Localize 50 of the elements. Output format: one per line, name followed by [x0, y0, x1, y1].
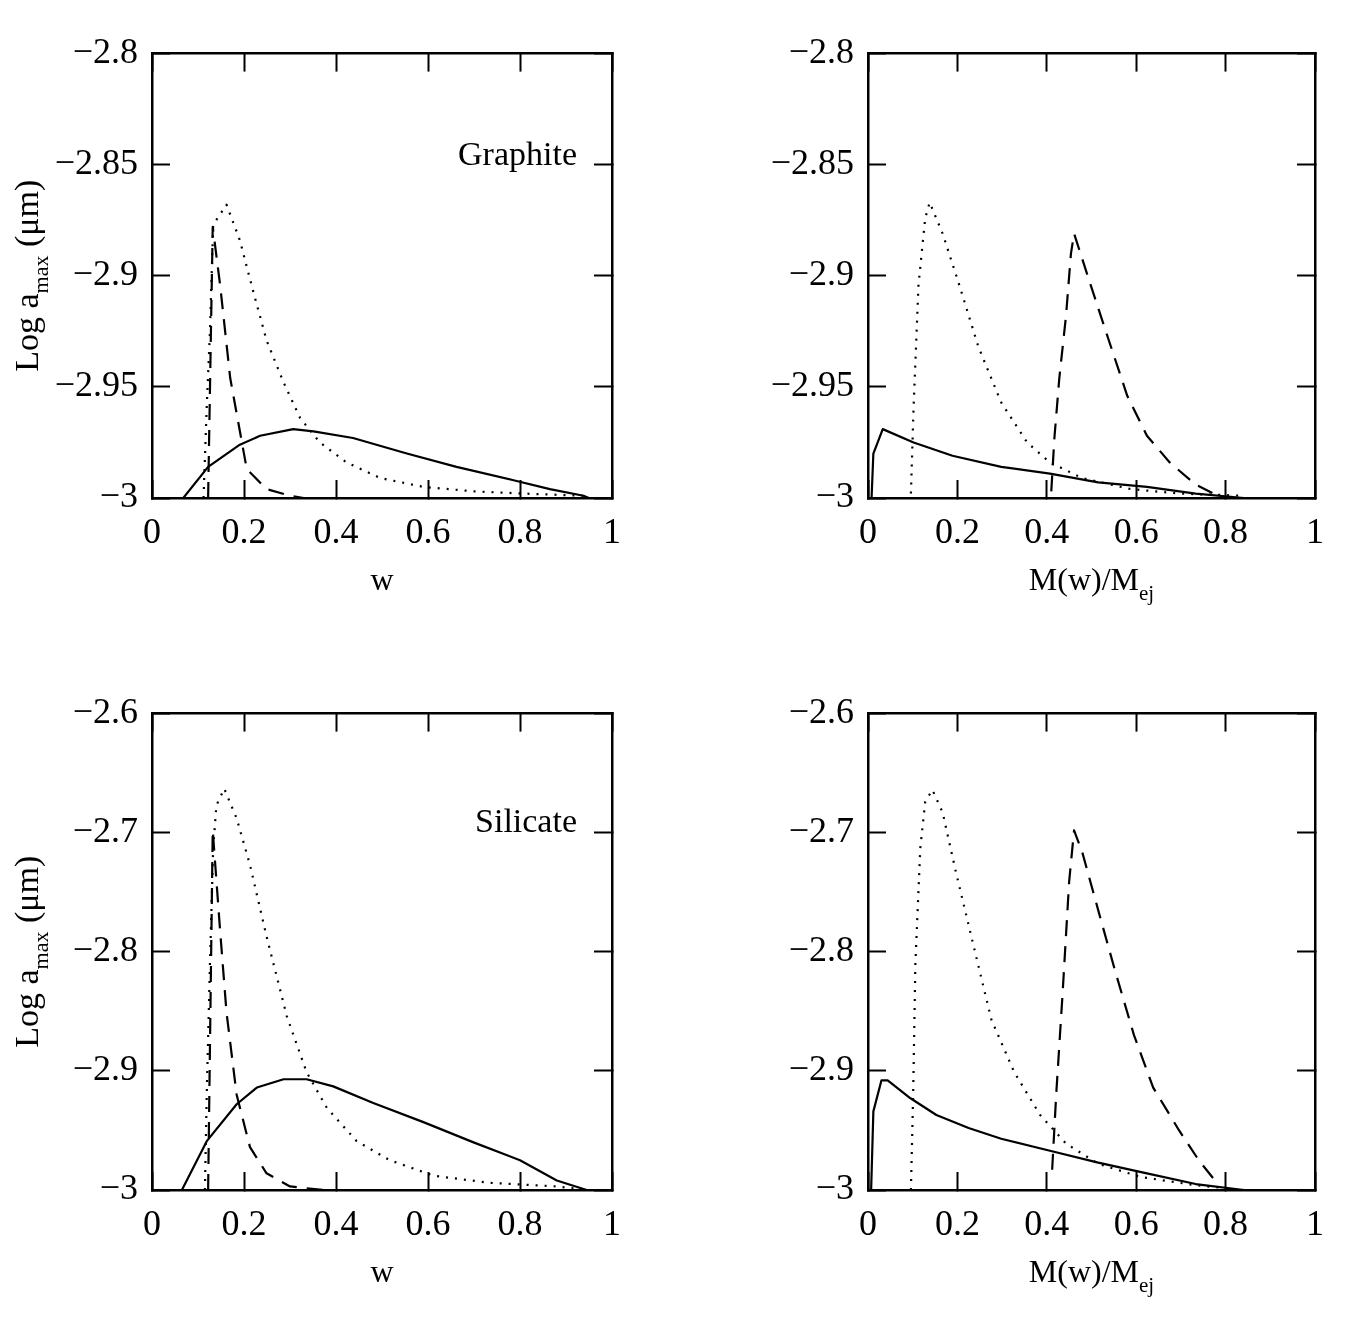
- y-tick-label: −2.85: [54, 142, 138, 183]
- y-tick-label: −2.85: [770, 142, 854, 183]
- x-tick-label: 0.2: [221, 511, 267, 552]
- y-tick-label: −2.9: [788, 253, 854, 294]
- x-tick-label: 0.4: [313, 511, 359, 552]
- y-tick-label: −2.8: [788, 929, 854, 970]
- y-tick-label: −2.95: [54, 364, 138, 405]
- x-tick-label: 0.4: [1024, 1203, 1070, 1244]
- x-tick-label: 1: [603, 1203, 621, 1244]
- x-tick-label: 0.2: [221, 1203, 267, 1244]
- annotation: Graphite: [458, 134, 577, 172]
- x-tick-label: 1: [1306, 1203, 1324, 1244]
- x-tick-label: 1: [1306, 511, 1324, 552]
- y-tick-label: −2.7: [788, 810, 854, 851]
- y-tick-label: −2.6: [788, 691, 854, 732]
- y-tick-label: −2.9: [72, 253, 138, 294]
- y-tick-label: −2.8: [72, 929, 138, 970]
- x-tick-label: 0.8: [1203, 1203, 1249, 1244]
- y-tick-label: −3: [99, 475, 138, 516]
- y-tick-label: −2.9: [788, 1048, 854, 1089]
- x-tick-label: 0.2: [934, 1203, 980, 1244]
- y-tick-label: −2.9: [72, 1048, 138, 1089]
- x-tick-label: 0: [859, 1203, 877, 1244]
- y-tick-label: −2.8: [788, 31, 854, 72]
- y-tick-label: −3: [99, 1167, 138, 1208]
- x-tick-label: 0: [859, 511, 877, 552]
- x-axis-title: w: [370, 561, 394, 597]
- x-tick-label: 0.8: [497, 511, 543, 552]
- y-tick-label: −3: [815, 475, 854, 516]
- x-tick-label: 0.6: [405, 1203, 451, 1244]
- x-tick-label: 0.4: [1024, 511, 1070, 552]
- x-tick-label: 0.8: [497, 1203, 543, 1244]
- x-tick-label: 0.6: [1113, 1203, 1159, 1244]
- x-tick-label: 0: [143, 1203, 161, 1244]
- annotation: Silicate: [475, 802, 577, 840]
- x-tick-label: 0.8: [1203, 511, 1249, 552]
- y-axis-title: Log amax (μm): [8, 179, 54, 372]
- y-axis-title: Log amax (μm): [8, 855, 54, 1048]
- y-tick-label: −2.8: [72, 31, 138, 72]
- y-tick-label: −2.7: [72, 810, 138, 851]
- x-tick-label: 1: [603, 511, 621, 552]
- x-tick-label: 0.6: [405, 511, 451, 552]
- x-tick-label: 0: [143, 511, 161, 552]
- x-tick-label: 0.4: [313, 1203, 359, 1244]
- x-tick-label: 0.6: [1113, 511, 1159, 552]
- x-axis-title: w: [370, 1253, 394, 1289]
- y-tick-label: −3: [815, 1167, 854, 1208]
- y-tick-label: −2.95: [770, 364, 854, 405]
- y-tick-label: −2.6: [72, 691, 138, 732]
- x-tick-label: 0.2: [934, 511, 980, 552]
